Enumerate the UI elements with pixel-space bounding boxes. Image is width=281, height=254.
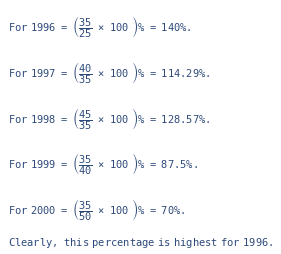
Text: $\mathtt{For\ 1998\ =\ }\left(\dfrac{\mathtt{45}}{\mathtt{35}}\mathtt{\ \times\ : $\mathtt{For\ 1998\ =\ }\left(\dfrac{\ma… bbox=[8, 105, 211, 131]
Text: $\mathtt{For\ 1996\ =\ }\left(\dfrac{\mathtt{35}}{\mathtt{25}}\mathtt{\ \times\ : $\mathtt{For\ 1996\ =\ }\left(\dfrac{\ma… bbox=[8, 14, 192, 40]
Text: $\mathtt{For\ 2000\ =\ }\left(\dfrac{\mathtt{35}}{\mathtt{50}}\mathtt{\ \times\ : $\mathtt{For\ 2000\ =\ }\left(\dfrac{\ma… bbox=[8, 197, 186, 223]
Text: $\mathtt{For\ 1999\ =\ }\left(\dfrac{\mathtt{35}}{\mathtt{40}}\mathtt{\ \times\ : $\mathtt{For\ 1999\ =\ }\left(\dfrac{\ma… bbox=[8, 151, 198, 177]
Text: $\mathtt{For\ 1997\ =\ }\left(\dfrac{\mathtt{40}}{\mathtt{35}}\mathtt{\ \times\ : $\mathtt{For\ 1997\ =\ }\left(\dfrac{\ma… bbox=[8, 59, 211, 85]
Text: $\mathtt{Clearly,\ this\ percentage\ is\ highest\ for\ 1996.}$: $\mathtt{Clearly,\ this\ percentage\ is\… bbox=[8, 235, 274, 249]
